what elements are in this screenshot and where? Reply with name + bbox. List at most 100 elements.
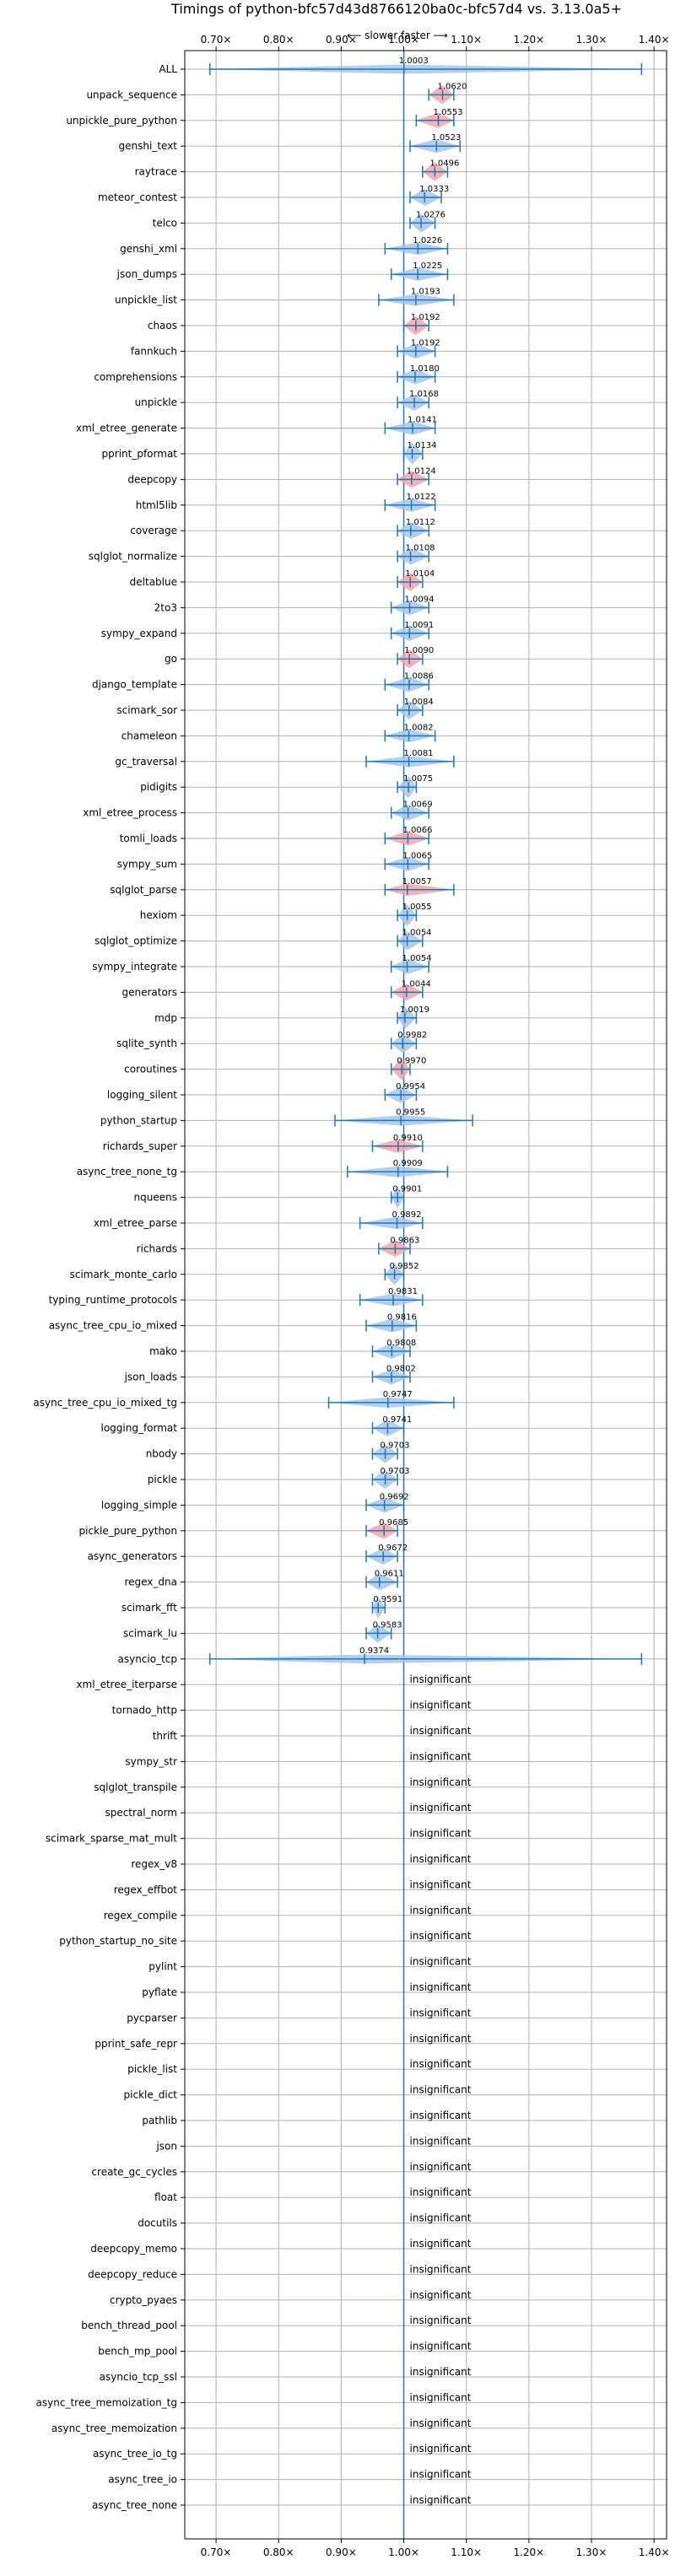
value-label-sqlglot_normalize: 1.0108 bbox=[406, 544, 435, 553]
y-tick-label: python_startup bbox=[100, 1114, 177, 1126]
value-label-nbody: 0.9703 bbox=[381, 1442, 410, 1451]
insignificant-label-bench_thread_pool: insignificant bbox=[410, 2315, 472, 2326]
insignificant-label-async_tree_none: insignificant bbox=[410, 2494, 472, 2506]
value-label-async_tree_cpu_io_mixed_tg: 0.9747 bbox=[383, 1390, 413, 1399]
value-label-2to3: 1.0094 bbox=[405, 595, 435, 604]
y-tick-label: xml_etree_iterparse bbox=[76, 1679, 177, 1690]
y-tick-label: mdp bbox=[154, 1012, 177, 1024]
y-tick-label: deepcopy_reduce bbox=[88, 2268, 177, 2280]
y-tick-label: pycparser bbox=[127, 2012, 177, 2024]
insignificant-label-thrift: insignificant bbox=[410, 1725, 472, 1737]
y-tick-label: pprint_pformat bbox=[102, 448, 178, 460]
y-tick-label: async_generators bbox=[88, 1550, 177, 1562]
y-tick-label: docutils bbox=[138, 2218, 177, 2229]
y-tick-label: sympy_integrate bbox=[92, 961, 177, 973]
x-tick-label-bottom: 0.80× bbox=[263, 2546, 294, 2558]
value-label-scimark_lu: 0.9583 bbox=[373, 1620, 402, 1630]
y-tick-label: bench_mp_pool bbox=[98, 2346, 177, 2358]
value-label-json_loads: 0.9802 bbox=[386, 1364, 416, 1373]
insignificant-label-float: insignificant bbox=[410, 2186, 472, 2198]
insignificant-label-pyflate: insignificant bbox=[410, 1981, 472, 1993]
y-tick-label: tornado_http bbox=[112, 1705, 177, 1716]
y-tick-label: xml_etree_process bbox=[83, 807, 177, 819]
y-tick-label: logging_simple bbox=[101, 1499, 177, 1511]
value-label-meteor_contest: 1.0333 bbox=[419, 185, 449, 194]
value-label-nqueens: 0.9901 bbox=[392, 1185, 422, 1194]
insignificant-label-json: insignificant bbox=[410, 2135, 472, 2147]
value-label-json_dumps: 1.0225 bbox=[413, 261, 442, 271]
value-label-scimark_fft: 0.9591 bbox=[373, 1595, 402, 1604]
y-tick-label: regex_dna bbox=[124, 1576, 177, 1588]
value-label-hexiom: 1.0055 bbox=[402, 903, 432, 912]
insignificant-label-crypto_pyaes: insignificant bbox=[410, 2289, 472, 2301]
value-label-async_generators: 0.9672 bbox=[378, 1544, 408, 1553]
value-label-unpickle_list: 1.0193 bbox=[411, 288, 440, 297]
x-tick-label-bottom: 1.30× bbox=[576, 2546, 608, 2558]
insignificant-label-sqlglot_transpile: insignificant bbox=[410, 1776, 472, 1788]
y-tick-label: scimark_sparse_mat_mult bbox=[46, 1833, 177, 1845]
y-tick-label: crypto_pyaes bbox=[110, 2294, 177, 2306]
insignificant-label-regex_v8: insignificant bbox=[410, 1853, 472, 1865]
insignificant-label-pylint: insignificant bbox=[410, 1956, 472, 1968]
x-tick-label-bottom: 1.10× bbox=[451, 2546, 482, 2558]
x-tick-label-top: 1.40× bbox=[639, 34, 670, 46]
value-label-tomli_loads: 1.0066 bbox=[402, 826, 432, 835]
value-label-ALL: 1.0003 bbox=[399, 57, 429, 66]
insignificant-label-python_startup_no_site: insignificant bbox=[410, 1930, 472, 1942]
value-label-coverage: 1.0112 bbox=[406, 518, 435, 527]
y-tick-label: unpickle_pure_python bbox=[66, 115, 177, 127]
y-tick-label: meteor_contest bbox=[98, 191, 177, 203]
value-label-logging_format: 0.9741 bbox=[382, 1415, 412, 1425]
y-tick-label: logging_format bbox=[100, 1422, 177, 1434]
y-tick-label: sqlite_synth bbox=[116, 1037, 177, 1049]
y-tick-label: genshi_text bbox=[119, 140, 178, 152]
value-label-chameleon: 1.0082 bbox=[404, 723, 434, 732]
value-label-sympy_integrate: 1.0054 bbox=[402, 954, 432, 963]
value-label-async_tree_cpu_io_mixed: 0.9816 bbox=[387, 1313, 417, 1323]
y-tick-label: hexiom bbox=[140, 909, 177, 921]
x-tick-label-bottom: 1.40× bbox=[639, 2546, 670, 2558]
value-label-coroutines: 0.9970 bbox=[397, 1057, 426, 1066]
value-label-asyncio_tcp: 0.9374 bbox=[359, 1646, 389, 1656]
y-tick-label: typing_runtime_protocols bbox=[49, 1294, 177, 1306]
value-label-async_tree_none_tg: 0.9909 bbox=[393, 1159, 423, 1168]
insignificant-label-scimark_sparse_mat_mult: insignificant bbox=[410, 1828, 472, 1840]
y-tick-label: sqlglot_transpile bbox=[94, 1781, 177, 1793]
y-tick-label: coroutines bbox=[124, 1064, 177, 1075]
value-label-mdp: 1.0019 bbox=[400, 1005, 429, 1015]
value-label-sqlglot_optimize: 1.0054 bbox=[402, 929, 432, 938]
insignificant-label-asyncio_tcp_ssl: insignificant bbox=[410, 2366, 472, 2378]
value-label-go: 1.0090 bbox=[404, 646, 434, 655]
y-tick-label: 2to3 bbox=[154, 601, 177, 613]
y-tick-label: regex_compile bbox=[104, 1910, 177, 1921]
y-tick-label: create_gc_cycles bbox=[91, 2166, 177, 2178]
y-tick-label: go bbox=[165, 653, 177, 665]
y-tick-label: pickle_pure_python bbox=[79, 1525, 177, 1537]
value-label-pidigits: 1.0075 bbox=[403, 774, 433, 784]
value-label-pickle: 0.9703 bbox=[381, 1467, 410, 1476]
value-label-sqlglot_parse: 1.0057 bbox=[402, 877, 432, 887]
y-tick-label: async_tree_memoization bbox=[51, 2422, 177, 2434]
y-tick-label: async_tree_memoization_tg bbox=[36, 2396, 177, 2408]
y-tick-label: richards_super bbox=[103, 1140, 177, 1152]
value-label-comprehensions: 1.0180 bbox=[410, 364, 440, 374]
value-label-xml_etree_parse: 0.9892 bbox=[392, 1210, 422, 1220]
y-tick-label: sympy_expand bbox=[101, 628, 177, 639]
y-tick-label: raytrace bbox=[135, 166, 177, 178]
y-tick-label: genshi_xml bbox=[120, 243, 177, 255]
y-tick-label: deepcopy_memo bbox=[90, 2243, 177, 2255]
y-tick-label: pickle_dict bbox=[124, 2089, 178, 2101]
x-tick-label-bottom: 0.70× bbox=[201, 2546, 232, 2558]
y-tick-label: asyncio_tcp bbox=[117, 1653, 177, 1665]
insignificant-label-regex_effbot: insignificant bbox=[410, 1878, 472, 1890]
y-tick-label: chameleon bbox=[122, 730, 177, 741]
y-tick-label: unpickle_list bbox=[115, 294, 177, 306]
y-tick-label: tomli_loads bbox=[120, 833, 177, 844]
y-tick-label: pylint bbox=[148, 1961, 177, 1973]
value-label-genshi_text: 1.0523 bbox=[431, 133, 461, 143]
value-label-deltablue: 1.0104 bbox=[405, 569, 435, 579]
y-tick-label: scimark_fft bbox=[122, 1602, 177, 1614]
insignificant-label-docutils: insignificant bbox=[410, 2212, 472, 2224]
insignificant-label-pickle_list: insignificant bbox=[410, 2058, 472, 2070]
